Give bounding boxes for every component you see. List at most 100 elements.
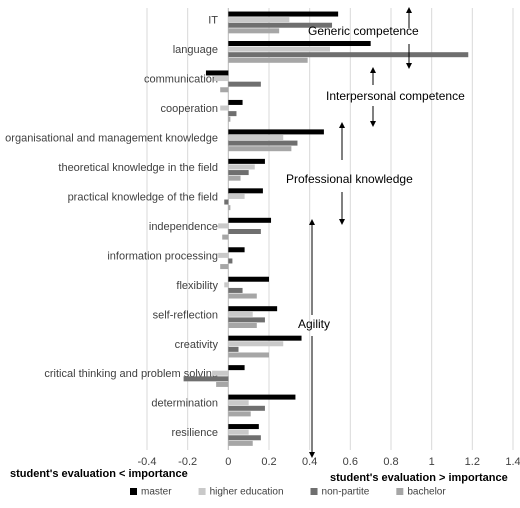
bar [228, 57, 308, 63]
bar [228, 306, 278, 312]
bar [228, 311, 253, 317]
legend-label: non-partite [322, 487, 370, 498]
x-tick-label: 0.2 [261, 456, 276, 468]
bar [224, 199, 229, 205]
y-tick-label: resilience [172, 427, 218, 439]
x-tick-label: -0.4 [138, 456, 157, 468]
x-label-left: student's evaluation < importance [10, 468, 188, 480]
bar [228, 276, 269, 282]
bar [228, 28, 280, 34]
y-tick-label: cooperation [161, 103, 219, 115]
legend-label: bachelor [407, 487, 446, 498]
bar [228, 365, 245, 371]
bar [228, 287, 243, 293]
bar [228, 175, 241, 181]
y-tick-label: theoretical knowledge in the field [58, 162, 218, 174]
bar [228, 405, 265, 411]
y-tick-label: flexibility [176, 280, 218, 292]
bar [228, 411, 251, 417]
bar [228, 341, 284, 347]
bar [214, 76, 229, 82]
bar [228, 11, 339, 17]
y-tick-label: critical thinking and problem solving [44, 368, 218, 380]
legend-swatch [130, 488, 137, 495]
bar [224, 282, 229, 288]
y-tick-label: independence [149, 221, 218, 233]
bar [228, 346, 239, 352]
bar [216, 381, 229, 387]
bar [228, 435, 261, 441]
bar [228, 323, 257, 328]
x-tick-label: 0 [225, 456, 231, 468]
y-tick-label: communication [144, 74, 218, 86]
y-tick-label: practical knowledge of the field [68, 191, 218, 203]
bar [222, 234, 229, 240]
x-tick-label: 1.4 [505, 456, 520, 468]
bar [220, 87, 229, 93]
bar [228, 22, 333, 28]
bar [228, 41, 371, 46]
legend-label: higher education [210, 487, 284, 498]
bar [228, 335, 302, 341]
bar [228, 229, 261, 234]
bar [228, 193, 245, 199]
bar [228, 46, 330, 52]
legend-swatch [310, 488, 318, 495]
bar [228, 440, 253, 446]
y-tick-label: organisational and management knowledge [5, 133, 218, 145]
bar [228, 394, 296, 400]
bar [228, 17, 290, 23]
bar [228, 205, 231, 211]
bar [228, 188, 263, 194]
bar [228, 135, 284, 140]
bar [228, 146, 292, 152]
bar [218, 252, 229, 258]
bar [220, 105, 229, 111]
bar [228, 111, 237, 117]
bar [228, 258, 233, 264]
bar [228, 429, 249, 435]
annotation: Agility [298, 317, 330, 331]
x-tick-label: 1.2 [465, 456, 480, 468]
bar [228, 116, 231, 122]
legend-label: master [141, 487, 172, 498]
y-tick-label: determination [151, 398, 218, 410]
bar [183, 376, 229, 382]
y-tick-label: IT [208, 15, 218, 27]
legend-swatch [396, 488, 404, 495]
x-tick-label: 0.4 [302, 456, 317, 468]
bar [228, 140, 298, 146]
bar [228, 424, 259, 430]
bar [220, 264, 229, 270]
bar [228, 158, 265, 164]
legend-swatch [198, 488, 206, 495]
bar [228, 164, 255, 170]
bar [228, 81, 261, 87]
y-tick-label: creativity [175, 339, 219, 351]
x-tick-label: -0.2 [178, 456, 197, 468]
x-tick-label: 0.8 [383, 456, 398, 468]
annotation: Generic competence [308, 24, 419, 38]
bar [228, 352, 269, 358]
bar [228, 400, 249, 406]
annotation: Professional knowledge [286, 172, 413, 186]
bar [228, 317, 265, 323]
bar [228, 170, 249, 176]
x-tick-label: 1 [429, 456, 435, 468]
bar [228, 99, 243, 105]
annotation: Interpersonal competence [326, 89, 465, 103]
bar [228, 247, 245, 253]
x-tick-label: 0.6 [343, 456, 358, 468]
y-tick-label: information processing [107, 250, 218, 262]
bar [205, 70, 229, 76]
y-tick-label: self-reflection [153, 309, 218, 321]
bar [228, 217, 272, 223]
bar [228, 129, 324, 135]
y-tick-label: language [173, 44, 218, 56]
x-label-right: student's evaluation > importance [330, 472, 508, 484]
bar [228, 293, 257, 299]
bar [228, 52, 469, 58]
bar [212, 370, 229, 376]
bar [218, 223, 229, 229]
